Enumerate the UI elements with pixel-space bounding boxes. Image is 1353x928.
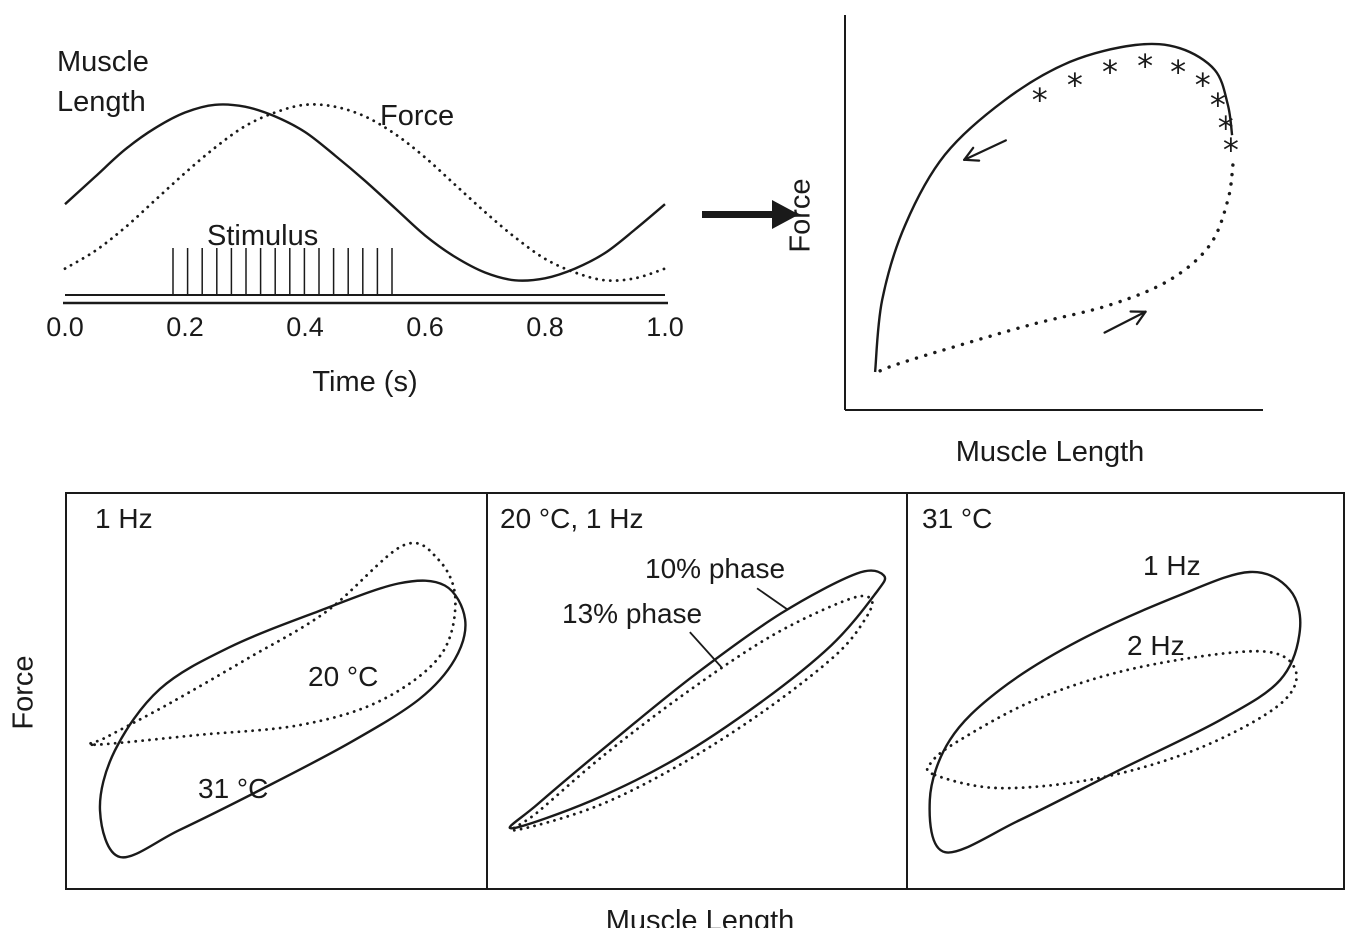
panel3-solid-loop-label: 1 Hz [1143,550,1201,581]
curve-31-c [98,579,467,859]
asterisk-marker: * [1195,66,1211,104]
asterisk-marker: * [1218,109,1234,147]
asterisk-marker: * [1102,53,1118,91]
panels-x-axis-label: Muscle Length [605,905,795,928]
x-tick-0p2: 0.2 [166,312,204,342]
x-tick-1p0: 1.0 [646,312,684,342]
panel3-dotted-loop-label: 2 Hz [1127,630,1185,661]
direction-arrow-icon [963,146,975,161]
transform-arrow-icon [702,200,799,229]
curve-10-phase [508,569,887,830]
curve-20-c [86,541,457,747]
panel1-dotted-loop-label: 20 °C [308,661,379,692]
muscle-length-label-line1: Muscle [57,46,149,78]
workloop-y-axis-label: Force [784,178,817,253]
muscle-length-label-line2: Length [57,86,146,118]
workloop-axes [844,15,1263,411]
curve-muscle-length [64,103,666,282]
curve-shortening-solid [873,42,1234,373]
asterisk-marker: * [1210,86,1226,124]
x-tick-0: 0.0 [46,312,84,342]
asterisk-marker: * [1137,47,1153,85]
asterisk-marker: * [1067,66,1083,104]
direction-arrow-icon [1103,310,1147,334]
panel1-solid-loop-label: 31 °C [198,773,269,804]
curve-2-hz [925,649,1298,790]
chart-curves: * * * * * **** [63,42,1302,859]
x-tick-0p8: 0.8 [526,312,564,342]
direction-arrow-icon [963,158,981,162]
asterisk-marker: * [1223,131,1239,169]
panels-border [65,492,1345,890]
label-leader-line [689,631,723,668]
force-trace-label: Force [380,100,455,132]
asterisk-marker: * [1032,81,1048,119]
panel2-condition-label: 20 °C, 1 Hz [500,503,644,534]
curve-1-hz [928,570,1302,854]
panel2-solid-loop-label: 10% phase [645,553,786,584]
panel3-condition-label: 31 °C [922,503,993,534]
curve-lengthening-dotted [873,163,1235,375]
direction-arrow-icon [1135,310,1147,326]
direction-arrow-icon [963,139,1007,161]
x-tick-0p6: 0.6 [406,312,444,342]
curve-13-phase [510,594,874,832]
label-leader-line [756,587,788,611]
panels-y-axis-label: Force [7,655,40,730]
panel1-condition-label: 1 Hz [95,503,153,534]
workloop-x-axis-label: Muscle Length [955,436,1145,468]
curve-force [63,103,667,283]
x-tick-0p4: 0.4 [286,312,324,342]
time-axis [63,294,668,305]
panel2-dotted-loop-label: 13% phase [562,598,703,629]
time-axis-label: Time (s) [312,366,418,398]
stimulus-label: Stimulus [207,220,319,252]
asterisk-marker: * [1170,53,1186,91]
